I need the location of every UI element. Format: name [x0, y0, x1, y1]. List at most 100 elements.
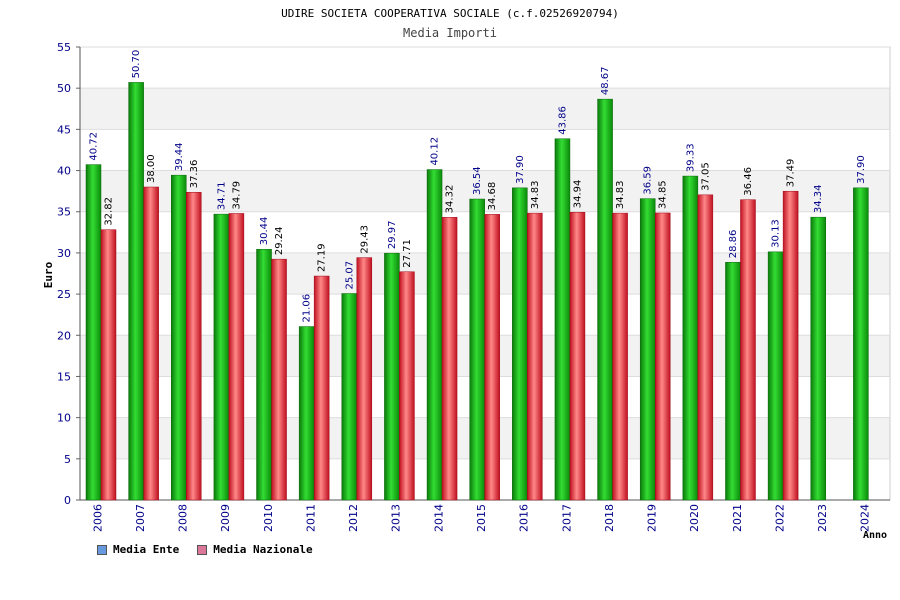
bar-ente — [554, 138, 571, 501]
bar-nazionale — [313, 275, 330, 501]
x-tick-label: 2014 — [432, 504, 445, 532]
bar-value-label: 29.97 — [387, 221, 398, 250]
y-tick-label: 35 — [57, 206, 71, 219]
bar-nazionale — [441, 217, 458, 501]
bar-value-label: 34.83 — [530, 180, 541, 209]
legend-swatch-nazionale — [197, 544, 208, 555]
bar-nazionale — [782, 190, 799, 501]
bar-value-label: 36.46 — [743, 167, 754, 196]
bar-nazionale — [527, 212, 543, 501]
x-tick-label: 2020 — [688, 504, 701, 532]
y-tick-label: 0 — [64, 494, 71, 507]
legend-item-ente: Media Ente — [97, 543, 179, 556]
x-tick-label: 2011 — [304, 504, 317, 532]
x-tick-label: 2022 — [773, 504, 786, 532]
bar-value-label: 25.07 — [344, 261, 355, 290]
bar-value-label: 28.86 — [728, 230, 739, 259]
bar-value-label: 34.85 — [658, 180, 669, 209]
bar-value-label: 30.13 — [771, 219, 782, 248]
bar-value-label: 37.90 — [856, 155, 867, 184]
bar-ente — [767, 251, 784, 501]
bar-value-label: 27.71 — [402, 239, 413, 268]
bar-ente — [725, 262, 741, 501]
legend-label-nazionale: Media Nazionale — [213, 543, 313, 556]
plot-band — [80, 47, 890, 89]
bar-value-label: 48.67 — [600, 66, 611, 95]
bar-value-label: 29.43 — [359, 225, 370, 254]
bar-ente — [853, 187, 869, 501]
bar-value-label: 29.24 — [274, 227, 285, 256]
x-tick-label: 2021 — [731, 504, 744, 532]
bar-value-label: 36.59 — [643, 166, 654, 195]
x-tick-label: 2012 — [347, 504, 360, 532]
bar-ente — [256, 249, 272, 501]
bar-value-label: 36.54 — [472, 166, 483, 195]
y-tick-label: 5 — [64, 453, 71, 466]
bar-value-label: 32.82 — [104, 197, 115, 226]
bar-ente — [469, 198, 485, 501]
bar-ente — [810, 216, 826, 501]
bar-ente — [384, 252, 400, 501]
x-tick-label: 2016 — [518, 504, 531, 532]
bar-ente — [171, 174, 187, 501]
bar-nazionale — [271, 258, 287, 501]
bar-value-label: 50.70 — [131, 50, 142, 79]
bar-ente — [341, 293, 358, 501]
bar-nazionale — [100, 229, 117, 501]
bar-nazionale — [356, 257, 373, 501]
bar-value-label: 34.34 — [813, 185, 824, 214]
y-tick-label: 30 — [57, 247, 71, 260]
x-tick-label: 2010 — [262, 504, 275, 532]
bar-value-label: 27.19 — [317, 243, 328, 272]
y-tick-label: 20 — [57, 329, 71, 342]
bar-value-label: 40.12 — [430, 137, 441, 166]
chart-title: UDIRE SOCIETA COOPERATIVA SOCIALE (c.f.0… — [281, 7, 619, 20]
bar-nazionale — [569, 211, 586, 501]
bar-nazionale — [228, 213, 245, 501]
bar-value-label: 37.90 — [515, 155, 526, 184]
bar-ente — [639, 198, 656, 501]
x-tick-label: 2017 — [560, 504, 573, 532]
y-axis-label: Euro — [42, 261, 55, 288]
bar-value-label: 43.86 — [557, 106, 568, 135]
bar-ente — [512, 187, 528, 501]
x-tick-label: 2018 — [603, 504, 616, 532]
legend-label-ente: Media Ente — [113, 543, 180, 556]
bar-value-label: 34.71 — [216, 181, 227, 210]
bar-value-label: 40.72 — [89, 132, 100, 161]
x-tick-label: 2009 — [219, 504, 232, 532]
y-tick-label: 55 — [57, 41, 71, 54]
bar-nazionale — [697, 194, 714, 501]
x-tick-label: 2007 — [134, 504, 147, 532]
bar-nazionale — [740, 199, 756, 501]
x-tick-label: 2019 — [646, 504, 659, 532]
x-tick-label: 2023 — [816, 504, 829, 532]
bar-ente — [298, 326, 315, 501]
bar-value-label: 34.79 — [231, 181, 242, 210]
y-tick-label: 45 — [57, 123, 71, 136]
bar-ente — [426, 169, 443, 501]
bar-nazionale — [654, 212, 671, 501]
x-tick-label: 2006 — [91, 504, 104, 532]
y-tick-label: 15 — [57, 370, 71, 383]
bar-value-label: 39.33 — [685, 143, 696, 172]
bar-value-label: 37.49 — [786, 159, 797, 188]
legend-swatch-ente — [97, 544, 107, 555]
plot-band — [80, 129, 890, 171]
bar-nazionale — [186, 192, 202, 501]
bar-nazionale — [612, 212, 628, 501]
x-tick-label: 2024 — [859, 504, 872, 532]
bar-ente — [128, 82, 144, 501]
bar-value-label: 21.06 — [302, 294, 313, 323]
bar-ente — [682, 175, 699, 501]
bar-value-label: 30.44 — [259, 217, 270, 246]
bar-value-label: 34.32 — [445, 185, 456, 214]
chart-subtitle: Media Importi — [403, 26, 497, 40]
x-tick-label: 2015 — [475, 504, 488, 532]
bar-ente — [597, 98, 613, 501]
y-tick-label: 40 — [57, 165, 71, 178]
x-axis-label: Anno — [863, 530, 887, 541]
legend-item-nazionale: Media Nazionale — [197, 543, 313, 556]
bar-nazionale — [399, 271, 415, 501]
